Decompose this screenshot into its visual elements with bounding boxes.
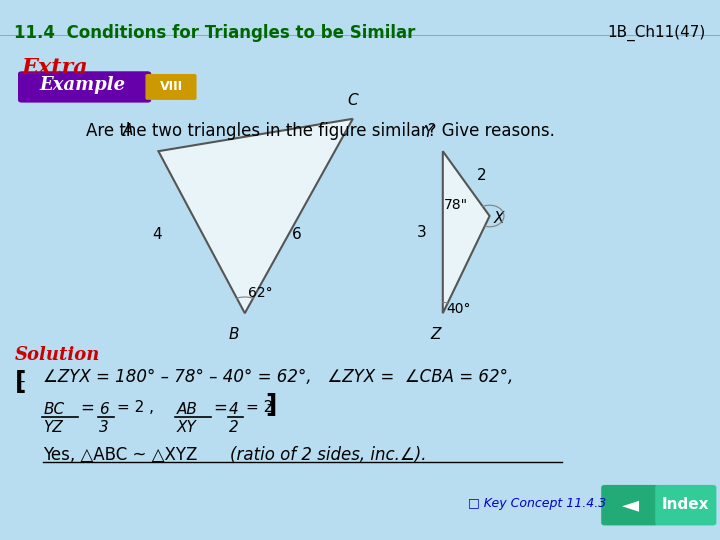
FancyBboxPatch shape bbox=[145, 74, 197, 100]
FancyBboxPatch shape bbox=[18, 71, 151, 103]
Text: XY: XY bbox=[176, 420, 197, 435]
Text: A: A bbox=[123, 123, 133, 138]
Text: ⁅: ⁅ bbox=[14, 370, 26, 394]
Text: □ Key Concept 11.4.3: □ Key Concept 11.4.3 bbox=[468, 497, 606, 510]
Text: 3: 3 bbox=[416, 225, 426, 240]
Text: 62°: 62° bbox=[248, 286, 273, 300]
Text: ∠ZYX = 180° – 78° – 40° = 62°,   ∠ZYX =  ∠CBA = 62°,: ∠ZYX = 180° – 78° – 40° = 62°, ∠ZYX = ∠C… bbox=[43, 368, 513, 386]
Text: 1B_Ch11(47): 1B_Ch11(47) bbox=[608, 24, 706, 40]
Text: Z: Z bbox=[431, 327, 441, 342]
Text: X: X bbox=[493, 211, 504, 226]
Text: 4: 4 bbox=[153, 227, 162, 242]
Text: =: = bbox=[213, 399, 227, 417]
Text: 2: 2 bbox=[229, 420, 239, 435]
Text: 3: 3 bbox=[99, 420, 109, 435]
Text: AB: AB bbox=[176, 402, 197, 417]
Polygon shape bbox=[443, 151, 490, 313]
Text: Example: Example bbox=[40, 76, 126, 94]
Text: 11.4  Conditions for Triangles to be Similar: 11.4 Conditions for Triangles to be Simi… bbox=[14, 24, 415, 42]
Text: = 2 ,: = 2 , bbox=[117, 400, 153, 415]
Text: Extra: Extra bbox=[22, 57, 89, 79]
Text: Solution: Solution bbox=[14, 346, 100, 363]
Text: 40°: 40° bbox=[446, 302, 471, 316]
Text: B: B bbox=[229, 327, 239, 342]
Text: C: C bbox=[348, 93, 358, 108]
Text: =: = bbox=[81, 399, 94, 417]
Polygon shape bbox=[158, 119, 353, 313]
Text: Yes, △ABC ~ △XYZ: Yes, △ABC ~ △XYZ bbox=[43, 446, 208, 463]
Text: YZ: YZ bbox=[43, 420, 63, 435]
Text: 78": 78" bbox=[444, 198, 468, 212]
Text: ◄: ◄ bbox=[621, 495, 639, 515]
Text: Are the two triangles in the figure similar? Give reasons.: Are the two triangles in the figure simi… bbox=[86, 122, 555, 139]
Text: 2: 2 bbox=[477, 168, 486, 183]
Text: VIII: VIII bbox=[160, 80, 183, 93]
FancyBboxPatch shape bbox=[601, 485, 659, 525]
Text: 4: 4 bbox=[229, 402, 239, 417]
Text: BC: BC bbox=[43, 402, 64, 417]
FancyBboxPatch shape bbox=[655, 485, 716, 525]
Text: 6: 6 bbox=[292, 227, 302, 242]
Text: Index: Index bbox=[662, 497, 709, 512]
Text: = 2: = 2 bbox=[246, 400, 274, 415]
Text: Y: Y bbox=[423, 125, 432, 140]
Text: 6: 6 bbox=[99, 402, 109, 417]
Text: ⁆: ⁆ bbox=[265, 393, 276, 417]
Text: (ratio of 2 sides, inc.∠).: (ratio of 2 sides, inc.∠). bbox=[230, 446, 427, 463]
